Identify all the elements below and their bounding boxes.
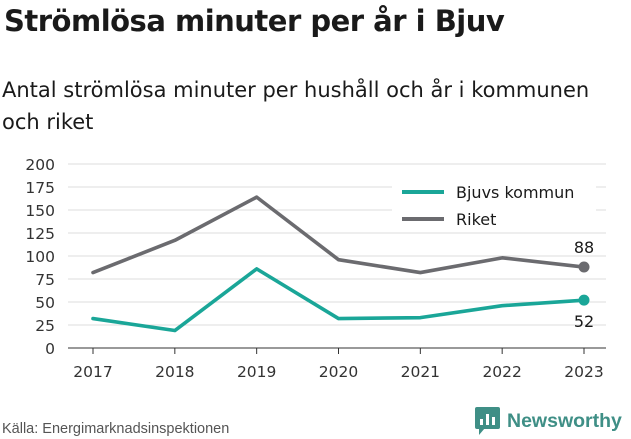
y-tick-label: 0 xyxy=(45,340,55,358)
y-tick-label: 200 xyxy=(25,156,55,174)
y-tick-label: 25 xyxy=(35,317,55,335)
x-tick-label: 2017 xyxy=(73,363,112,381)
x-tick-label: 2023 xyxy=(564,363,603,381)
x-tick-label: 2018 xyxy=(155,363,194,381)
brand-logo[interactable]: Newsworthy xyxy=(475,407,622,435)
gridlines xyxy=(68,163,606,349)
end-point xyxy=(578,294,590,306)
end-value-label: 52 xyxy=(574,312,594,331)
y-axis-ticks: 0 25 50 75 100 125 150 175 200 xyxy=(25,156,55,358)
series-lines: 52 88 xyxy=(91,195,594,333)
chart-subtitle: Antal strömlösa minuter per hushåll och … xyxy=(2,78,590,134)
legend: Bjuvs kommun Riket xyxy=(392,176,596,232)
legend-background xyxy=(392,176,596,232)
brand-name: Newsworthy xyxy=(507,409,622,432)
y-tick-label: 100 xyxy=(25,248,55,266)
x-axis-ticks: 2017 2018 2019 2020 2021 2022 2023 xyxy=(73,348,604,381)
series-line xyxy=(91,267,586,333)
chart-title: Strömlösa minuter per år i Bjuv xyxy=(4,4,505,38)
x-tick-label: 2021 xyxy=(401,363,440,381)
y-tick-label: 50 xyxy=(35,294,55,312)
y-tick-label: 125 xyxy=(25,225,55,243)
y-tick-label: 150 xyxy=(25,202,55,220)
x-tick-label: 2019 xyxy=(237,363,276,381)
source-note: Källa: Energimarknadsinspektionen xyxy=(2,421,230,437)
y-tick-label: 75 xyxy=(35,271,55,289)
x-tick-label: 2022 xyxy=(482,363,521,381)
series-line xyxy=(91,195,586,275)
bar-chart-speech-bubble-icon xyxy=(475,407,500,435)
end-point xyxy=(578,261,590,273)
y-tick-label: 175 xyxy=(25,179,55,197)
legend-label: Riket xyxy=(456,210,496,229)
legend-label: Bjuvs kommun xyxy=(456,183,574,202)
x-tick-label: 2020 xyxy=(319,363,358,381)
end-value-label: 88 xyxy=(574,238,594,257)
